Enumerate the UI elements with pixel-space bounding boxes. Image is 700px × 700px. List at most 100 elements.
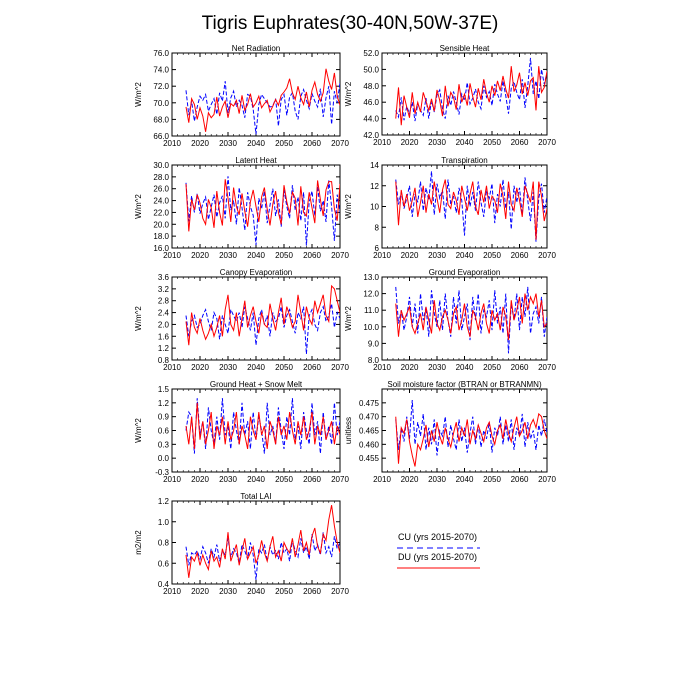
y-tick-label: 0.465 bbox=[359, 427, 380, 436]
x-tick-label: 2060 bbox=[511, 363, 529, 372]
panel-title: Sensible Heat bbox=[440, 44, 491, 53]
x-tick-label: 2030 bbox=[219, 363, 237, 372]
x-tick-label: 2010 bbox=[163, 475, 181, 484]
x-tick-label: 2060 bbox=[303, 475, 321, 484]
y-tick-label: 26.0 bbox=[153, 185, 169, 194]
x-tick-label: 2050 bbox=[483, 363, 501, 372]
y-tick-label: 10 bbox=[370, 203, 379, 212]
y-tick-label: 2.0 bbox=[158, 320, 170, 329]
series-line-cu bbox=[185, 398, 340, 454]
y-tick-label: 0.455 bbox=[359, 454, 380, 463]
y-tick-label: 1.5 bbox=[158, 385, 170, 394]
x-tick-label: 2010 bbox=[373, 251, 391, 260]
panel-title: Ground Heat + Snow Melt bbox=[210, 380, 303, 389]
y-tick-label: 9.0 bbox=[368, 339, 380, 348]
chart-panel-3: Latent Heat W/m^2 2010 2020 2030 2040 2050 2060… bbox=[134, 156, 349, 260]
x-tick-label: 2060 bbox=[303, 251, 321, 260]
y-tick-label: 0.0 bbox=[158, 454, 170, 463]
x-tick-label: 2060 bbox=[511, 475, 529, 484]
y-tick-label: 8.0 bbox=[368, 356, 380, 365]
y-tick-label: 2.4 bbox=[158, 309, 170, 318]
y-tick-label: 12.0 bbox=[363, 290, 379, 299]
x-tick-label: 2010 bbox=[163, 139, 181, 148]
x-tick-label: 2050 bbox=[483, 251, 501, 260]
x-tick-label: 2040 bbox=[247, 587, 265, 596]
y-tick-label: 1.0 bbox=[158, 518, 170, 527]
x-tick-label: 2020 bbox=[401, 363, 419, 372]
y-tick-label: 0.4 bbox=[158, 580, 170, 589]
y-tick-label: 42.0 bbox=[363, 131, 379, 140]
series-line-cu bbox=[395, 400, 547, 456]
plot-frame bbox=[171, 52, 341, 137]
x-tick-label: 2020 bbox=[401, 138, 419, 147]
x-tick-label: 2070 bbox=[538, 363, 556, 372]
x-tick-label: 2040 bbox=[456, 475, 474, 484]
y-tick-label: 18.0 bbox=[153, 232, 169, 241]
series-line-du bbox=[185, 68, 340, 132]
legend-cu-label: CU (yrs 2015-2070) bbox=[398, 532, 477, 542]
y-tick-label: 0.8 bbox=[158, 356, 170, 365]
plot-frame bbox=[171, 500, 341, 585]
x-tick-label: 2060 bbox=[303, 363, 321, 372]
series-line-cu bbox=[395, 171, 547, 242]
panel-title: Latent Heat bbox=[235, 156, 277, 165]
panel-title: Soil moisture factor (BTRAN or BTRANMN) bbox=[387, 380, 542, 389]
y-axis-label: W/m^2 bbox=[344, 81, 353, 106]
chart-panel-6: Ground Evaporation W/m^2 2010 2020 2030 2040 2… bbox=[344, 268, 556, 372]
panel-title: Net Radiation bbox=[232, 44, 280, 53]
x-tick-label: 2020 bbox=[401, 251, 419, 260]
series-line-du bbox=[185, 505, 340, 578]
x-tick-label: 2030 bbox=[219, 587, 237, 596]
y-tick-label: 30.0 bbox=[153, 161, 169, 170]
x-tick-label: 2030 bbox=[219, 475, 237, 484]
chart-panel-4: Transpiration W/m^2 2010 2020 2030 2040 2050 20… bbox=[344, 156, 556, 260]
y-tick-label: 14 bbox=[370, 161, 379, 170]
x-tick-label: 2010 bbox=[163, 363, 181, 372]
x-tick-label: 2030 bbox=[219, 251, 237, 260]
y-tick-label: 8 bbox=[375, 223, 380, 232]
y-axis-label: W/m^2 bbox=[344, 194, 353, 219]
y-tick-label: -0.3 bbox=[155, 468, 169, 477]
y-tick-label: 3.6 bbox=[158, 273, 170, 282]
y-tick-label: 12 bbox=[370, 182, 379, 191]
x-tick-label: 2070 bbox=[538, 251, 556, 260]
x-tick-label: 2020 bbox=[191, 587, 209, 596]
y-tick-label: 1.2 bbox=[158, 399, 170, 408]
chart-panel-7: Ground Heat + Snow Melt W/m^2 2010 2020 2030… bbox=[134, 380, 349, 484]
x-tick-label: 2040 bbox=[247, 363, 265, 372]
x-tick-label: 2010 bbox=[373, 363, 391, 372]
y-axis-label: W/m^2 bbox=[134, 418, 143, 443]
y-tick-label: 13.0 bbox=[363, 273, 379, 282]
x-tick-label: 2070 bbox=[331, 363, 349, 372]
y-tick-label: 10.0 bbox=[363, 323, 379, 332]
y-tick-label: 11.0 bbox=[364, 306, 380, 315]
x-tick-label: 2050 bbox=[275, 251, 293, 260]
y-axis-label: W/m^2 bbox=[134, 194, 143, 219]
x-tick-label: 2040 bbox=[247, 475, 265, 484]
panel-title: Ground Evaporation bbox=[429, 268, 501, 277]
plot-frame bbox=[171, 276, 341, 361]
y-tick-label: 0.460 bbox=[359, 440, 380, 449]
x-tick-label: 2050 bbox=[483, 475, 501, 484]
y-tick-label: 0.9 bbox=[158, 413, 170, 422]
x-tick-label: 2050 bbox=[275, 475, 293, 484]
y-tick-label: 28.0 bbox=[153, 173, 169, 182]
x-tick-label: 2020 bbox=[191, 139, 209, 148]
x-tick-label: 2070 bbox=[538, 138, 556, 147]
y-tick-label: 46.0 bbox=[363, 98, 379, 107]
y-tick-label: 52.0 bbox=[363, 49, 379, 58]
y-tick-label: 20.0 bbox=[153, 220, 169, 229]
y-axis-label: unitless bbox=[344, 417, 353, 444]
y-tick-label: 3.2 bbox=[158, 285, 170, 294]
x-tick-label: 2050 bbox=[483, 138, 501, 147]
chart-panel-2: Sensible Heat W/m^2 2010 2020 2030 2040 2050 20… bbox=[344, 44, 556, 147]
y-tick-label: 1.2 bbox=[158, 344, 170, 353]
x-tick-label: 2040 bbox=[456, 138, 474, 147]
y-tick-label: 0.3 bbox=[158, 440, 170, 449]
legend-du-label: DU (yrs 2015-2070) bbox=[398, 552, 477, 562]
chart-panel-5: Canopy Evaporation W/m^2 2010 2020 2030 2040 2… bbox=[134, 268, 349, 372]
x-tick-label: 2070 bbox=[331, 139, 349, 148]
chart-panel-9: Total LAI m2/m2 2010 2020 2030 2040 2050 2060 20… bbox=[134, 492, 349, 596]
y-tick-label: 44.0 bbox=[363, 115, 379, 124]
x-tick-label: 2070 bbox=[331, 587, 349, 596]
